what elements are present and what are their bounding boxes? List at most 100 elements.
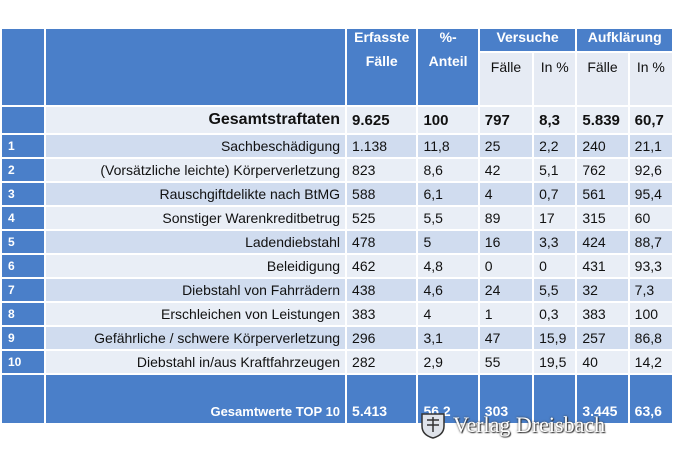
row-anteil: 11,8	[418, 135, 478, 157]
row-aufklaerung-prozent: 93,3	[629, 255, 672, 277]
row-faelle: 588	[347, 183, 417, 205]
table-row: 8 Erschleichen von Leistungen 383 4 1 0,3 383 1…	[2, 303, 672, 325]
table-row: 1 Sachbeschädigung 1.138 11,8 25 2,2 240 21,1	[2, 135, 672, 157]
footer-aufklaerung-faelle: 3.445	[577, 375, 628, 423]
row-faelle: 462	[347, 255, 417, 277]
footer-aufklaerung-prozent: 63,6	[629, 375, 672, 423]
total-aufklaerung-faelle: 5.839	[577, 107, 628, 133]
row-faelle: 282	[347, 351, 417, 373]
header-rank-cell	[2, 29, 45, 105]
total-aufklaerung-prozent: 60,7	[629, 107, 672, 133]
footer-faelle: 5.413	[347, 375, 417, 423]
row-versuche-prozent: 0,7	[534, 183, 576, 205]
header-versuche: Versuche	[479, 29, 576, 51]
header-row-top: Erfasste Fälle %- Anteil Versuche Aufklä…	[2, 29, 672, 105]
row-rank: 3	[2, 183, 45, 205]
row-faelle: 438	[347, 279, 417, 301]
row-label: Rauschgiftdelikte nach BtMG	[46, 183, 346, 205]
header-row-sub: Fälle In % Fälle In %	[2, 53, 672, 105]
coat-of-arms-icon	[421, 413, 445, 439]
row-versuche-faelle: 1	[479, 303, 533, 325]
publisher-watermark: Verlag Dreisbach	[418, 410, 605, 440]
footer-versuche-prozent	[534, 375, 576, 423]
row-label: Sachbeschädigung	[46, 135, 346, 157]
row-aufklaerung-prozent: 7,3	[629, 279, 672, 301]
row-aufklaerung-prozent: 86,8	[629, 327, 672, 349]
table-row: 10 Diebstahl in/aus Kraftfahrzeugen 282 2,9…	[2, 351, 672, 373]
row-anteil: 5,5	[418, 207, 478, 229]
table-row: 3 Rauschgiftdelikte nach BtMG 588 6,1 4 0,7 56…	[2, 183, 672, 205]
watermark-text: Verlag Dreisbach	[453, 412, 606, 437]
row-anteil: 4,6	[418, 279, 478, 301]
row-versuche-faelle: 16	[479, 231, 533, 253]
row-aufklaerung-faelle: 762	[577, 159, 628, 181]
row-label: Gefährliche / schwere Körperverletzung	[46, 327, 346, 349]
row-versuche-prozent: 19,5	[534, 351, 576, 373]
row-anteil: 3,1	[418, 327, 478, 349]
footer-anteil: 56,2	[418, 375, 478, 423]
row-rank: 6	[2, 255, 45, 277]
row-versuche-faelle: 47	[479, 327, 533, 349]
table-row: 4 Sonstiger Warenkreditbetrug 525 5,5 89 17 31…	[2, 207, 672, 229]
row-rank: 4	[2, 207, 45, 229]
row-versuche-prozent: 3,3	[534, 231, 576, 253]
row-aufklaerung-faelle: 383	[577, 303, 628, 325]
row-versuche-faelle: 42	[479, 159, 533, 181]
header-erfasste-faelle: Erfasste Fälle	[347, 29, 417, 105]
row-versuche-faelle: 89	[479, 207, 533, 229]
row-versuche-faelle: 4	[479, 183, 533, 205]
row-versuche-faelle: 25	[479, 135, 533, 157]
footer-row: Gesamtwerte TOP 10 5.413 56,2 303 3.445 …	[2, 375, 672, 423]
header-aufklaerung: Aufklärung	[577, 29, 672, 51]
row-aufklaerung-prozent: 60	[629, 207, 672, 229]
row-aufklaerung-prozent: 14,2	[629, 351, 672, 373]
row-aufklaerung-faelle: 431	[577, 255, 628, 277]
footer-rank-cell	[2, 375, 45, 423]
row-aufklaerung-faelle: 40	[577, 351, 628, 373]
row-rank: 5	[2, 231, 45, 253]
row-faelle: 383	[347, 303, 417, 325]
row-faelle: 296	[347, 327, 417, 349]
row-aufklaerung-faelle: 315	[577, 207, 628, 229]
row-versuche-prozent: 2,2	[534, 135, 576, 157]
row-aufklaerung-faelle: 561	[577, 183, 628, 205]
row-label: Beleidigung	[46, 255, 346, 277]
row-versuche-prozent: 0	[534, 255, 576, 277]
row-aufklaerung-prozent: 21,1	[629, 135, 672, 157]
total-rank-cell	[2, 107, 45, 133]
table-row: 6 Beleidigung 462 4,8 0 0 431 93,3	[2, 255, 672, 277]
row-versuche-faelle: 55	[479, 351, 533, 373]
row-versuche-prozent: 15,9	[534, 327, 576, 349]
row-versuche-faelle: 0	[479, 255, 533, 277]
total-row: Gesamtstraftaten 9.625 100 797 8,3 5.839…	[2, 107, 672, 133]
row-anteil: 2,9	[418, 351, 478, 373]
row-anteil: 6,1	[418, 183, 478, 205]
header-anteil: %- Anteil	[418, 29, 478, 105]
row-anteil: 4	[418, 303, 478, 325]
row-label: Diebstahl von Fahrrädern	[46, 279, 346, 301]
row-rank: 8	[2, 303, 45, 325]
footer-label: Gesamtwerte TOP 10	[46, 375, 346, 423]
row-versuche-prozent: 5,1	[534, 159, 576, 181]
table-row: 9 Gefährliche / schwere Körperverletzung 2…	[2, 327, 672, 349]
header-versuche-faelle: Fälle	[479, 53, 533, 105]
row-versuche-prozent: 0,3	[534, 303, 576, 325]
row-aufklaerung-prozent: 92,6	[629, 159, 672, 181]
header-anteil-line2: Anteil	[428, 53, 468, 69]
row-versuche-faelle: 24	[479, 279, 533, 301]
row-label: Ladendiebstahl	[46, 231, 346, 253]
total-anteil: 100	[418, 107, 478, 133]
row-aufklaerung-faelle: 424	[577, 231, 628, 253]
header-anteil-line1: %-	[439, 29, 457, 45]
row-faelle: 525	[347, 207, 417, 229]
data-rows: 1 Sachbeschädigung 1.138 11,8 25 2,2 240 21,1 2(…	[2, 135, 672, 373]
row-rank: 1	[2, 135, 45, 157]
crime-statistics-table-wrapper: Erfasste Fälle %- Anteil Versuche Aufklä…	[0, 27, 674, 425]
row-aufklaerung-prozent: 88,7	[629, 231, 672, 253]
row-aufklaerung-prozent: 95,4	[629, 183, 672, 205]
footer-versuche-faelle: 303	[479, 375, 533, 423]
row-anteil: 5	[418, 231, 478, 253]
row-aufklaerung-faelle: 240	[577, 135, 628, 157]
row-label: Erschleichen von Leistungen	[46, 303, 346, 325]
row-rank: 10	[2, 351, 45, 373]
